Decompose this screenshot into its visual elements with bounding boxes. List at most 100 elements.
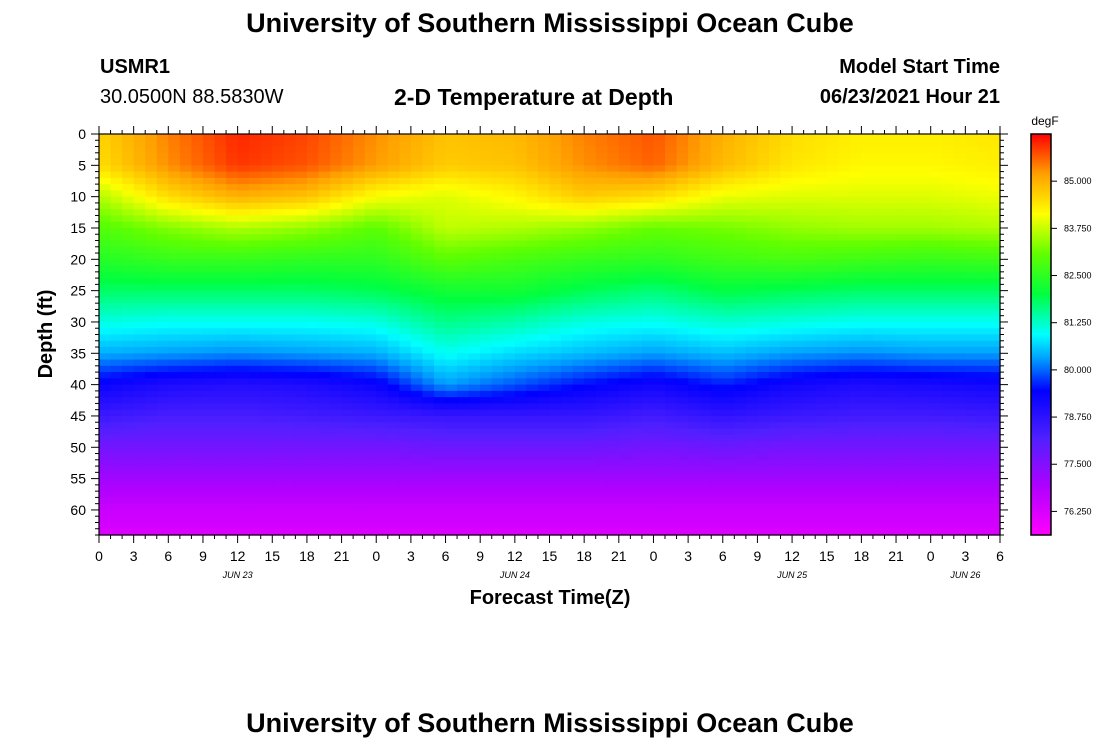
heatmap-cell [306, 259, 320, 267]
heatmap-cell [399, 528, 412, 536]
heatmap-cell [514, 227, 527, 235]
heatmap-cell [526, 259, 539, 267]
heatmap-cell [364, 428, 377, 436]
heatmap-cell [376, 253, 389, 260]
heatmap-cell [930, 459, 943, 467]
heatmap-cell [191, 497, 204, 505]
heatmap-cell [826, 315, 839, 323]
heatmap-cell [630, 428, 643, 436]
heatmap-cell [780, 221, 793, 229]
heatmap-cell [399, 253, 412, 260]
heatmap-cell [838, 234, 851, 242]
heatmap-cell [422, 259, 435, 267]
heatmap-cell [838, 259, 851, 267]
heatmap-cell [757, 365, 770, 373]
heatmap-cell [630, 296, 643, 304]
heatmap-cell [792, 246, 805, 254]
heatmap-cell [295, 403, 308, 411]
heatmap-cell [849, 134, 862, 141]
heatmap-cell [757, 522, 770, 530]
heatmap-cell [711, 196, 724, 204]
heatmap-cell [722, 365, 735, 373]
heatmap-cell [965, 528, 978, 536]
heatmap-cell [191, 441, 204, 448]
heatmap-cell [722, 159, 735, 166]
heatmap-cell [272, 478, 285, 486]
heatmap-cell [792, 334, 805, 342]
heatmap-cell [676, 497, 689, 505]
heatmap-cell [283, 134, 296, 141]
heatmap-cell [953, 202, 966, 210]
heatmap-cell [226, 466, 239, 473]
heatmap-cell [468, 171, 481, 179]
heatmap-cell [99, 140, 112, 148]
heatmap-cell [214, 227, 227, 235]
heatmap-cell [179, 303, 193, 311]
heatmap-cell [110, 516, 123, 524]
heatmap-cell [676, 509, 689, 517]
heatmap-cell [907, 365, 920, 373]
heatmap-cell [711, 428, 724, 436]
heatmap-cell [480, 528, 493, 536]
heatmap-cell [942, 347, 955, 354]
heatmap-cell [780, 441, 793, 448]
heatmap-cell [688, 359, 701, 367]
heatmap-cell [283, 472, 296, 480]
heatmap-cell [872, 171, 886, 179]
heatmap-cell [226, 353, 239, 361]
heatmap-cell [260, 309, 273, 317]
heatmap-cell [699, 140, 712, 148]
heatmap-cell [480, 265, 493, 273]
heatmap-cell [283, 478, 296, 486]
heatmap-cell [988, 347, 1001, 354]
heatmap-cell [792, 409, 805, 417]
heatmap-cell [734, 209, 747, 217]
heatmap-cell [745, 152, 759, 160]
heatmap-cell [688, 509, 701, 517]
heatmap-cell [202, 372, 216, 379]
heatmap-cell [768, 428, 782, 436]
heatmap-cell [665, 296, 678, 304]
heatmap-cell [815, 340, 828, 348]
heatmap-cell [653, 321, 666, 329]
heatmap-cell [468, 384, 481, 392]
heatmap-cell [330, 353, 343, 361]
heatmap-cell [768, 353, 782, 361]
heatmap-cell [919, 309, 932, 317]
heatmap-cell [919, 221, 932, 229]
heatmap-cell [237, 253, 250, 260]
heatmap-cell [653, 478, 666, 486]
heatmap-cell [872, 340, 886, 348]
heatmap-cell [618, 290, 631, 298]
heatmap-cell [734, 491, 747, 499]
heatmap-cell [364, 165, 377, 173]
heatmap-cell [849, 265, 862, 273]
heatmap-cell [722, 221, 735, 229]
heatmap-cell [584, 353, 597, 361]
heatmap-cell [145, 447, 158, 455]
heatmap-cell [237, 171, 250, 179]
heatmap-cell [561, 434, 574, 442]
heatmap-cell [884, 497, 897, 505]
heatmap-cell [745, 491, 759, 499]
heatmap-cell [549, 271, 562, 279]
heatmap-cell [722, 340, 735, 348]
heatmap-cell [445, 378, 458, 386]
heatmap-cell [410, 202, 424, 210]
heatmap-cell [433, 240, 447, 248]
heatmap-cell [133, 265, 146, 273]
heatmap-cell [584, 184, 597, 191]
heatmap-cell [537, 303, 551, 311]
heatmap-cell [872, 259, 886, 267]
heatmap-cell [618, 253, 631, 260]
heatmap-cell [953, 140, 966, 148]
heatmap-cell [688, 497, 701, 505]
heatmap-cell [861, 503, 874, 511]
heatmap-cell [422, 397, 435, 405]
heatmap-cell [168, 171, 181, 179]
heatmap-cell [168, 434, 181, 442]
heatmap-cell [780, 296, 793, 304]
heatmap-cell [884, 215, 897, 223]
heatmap-cell [399, 215, 412, 223]
